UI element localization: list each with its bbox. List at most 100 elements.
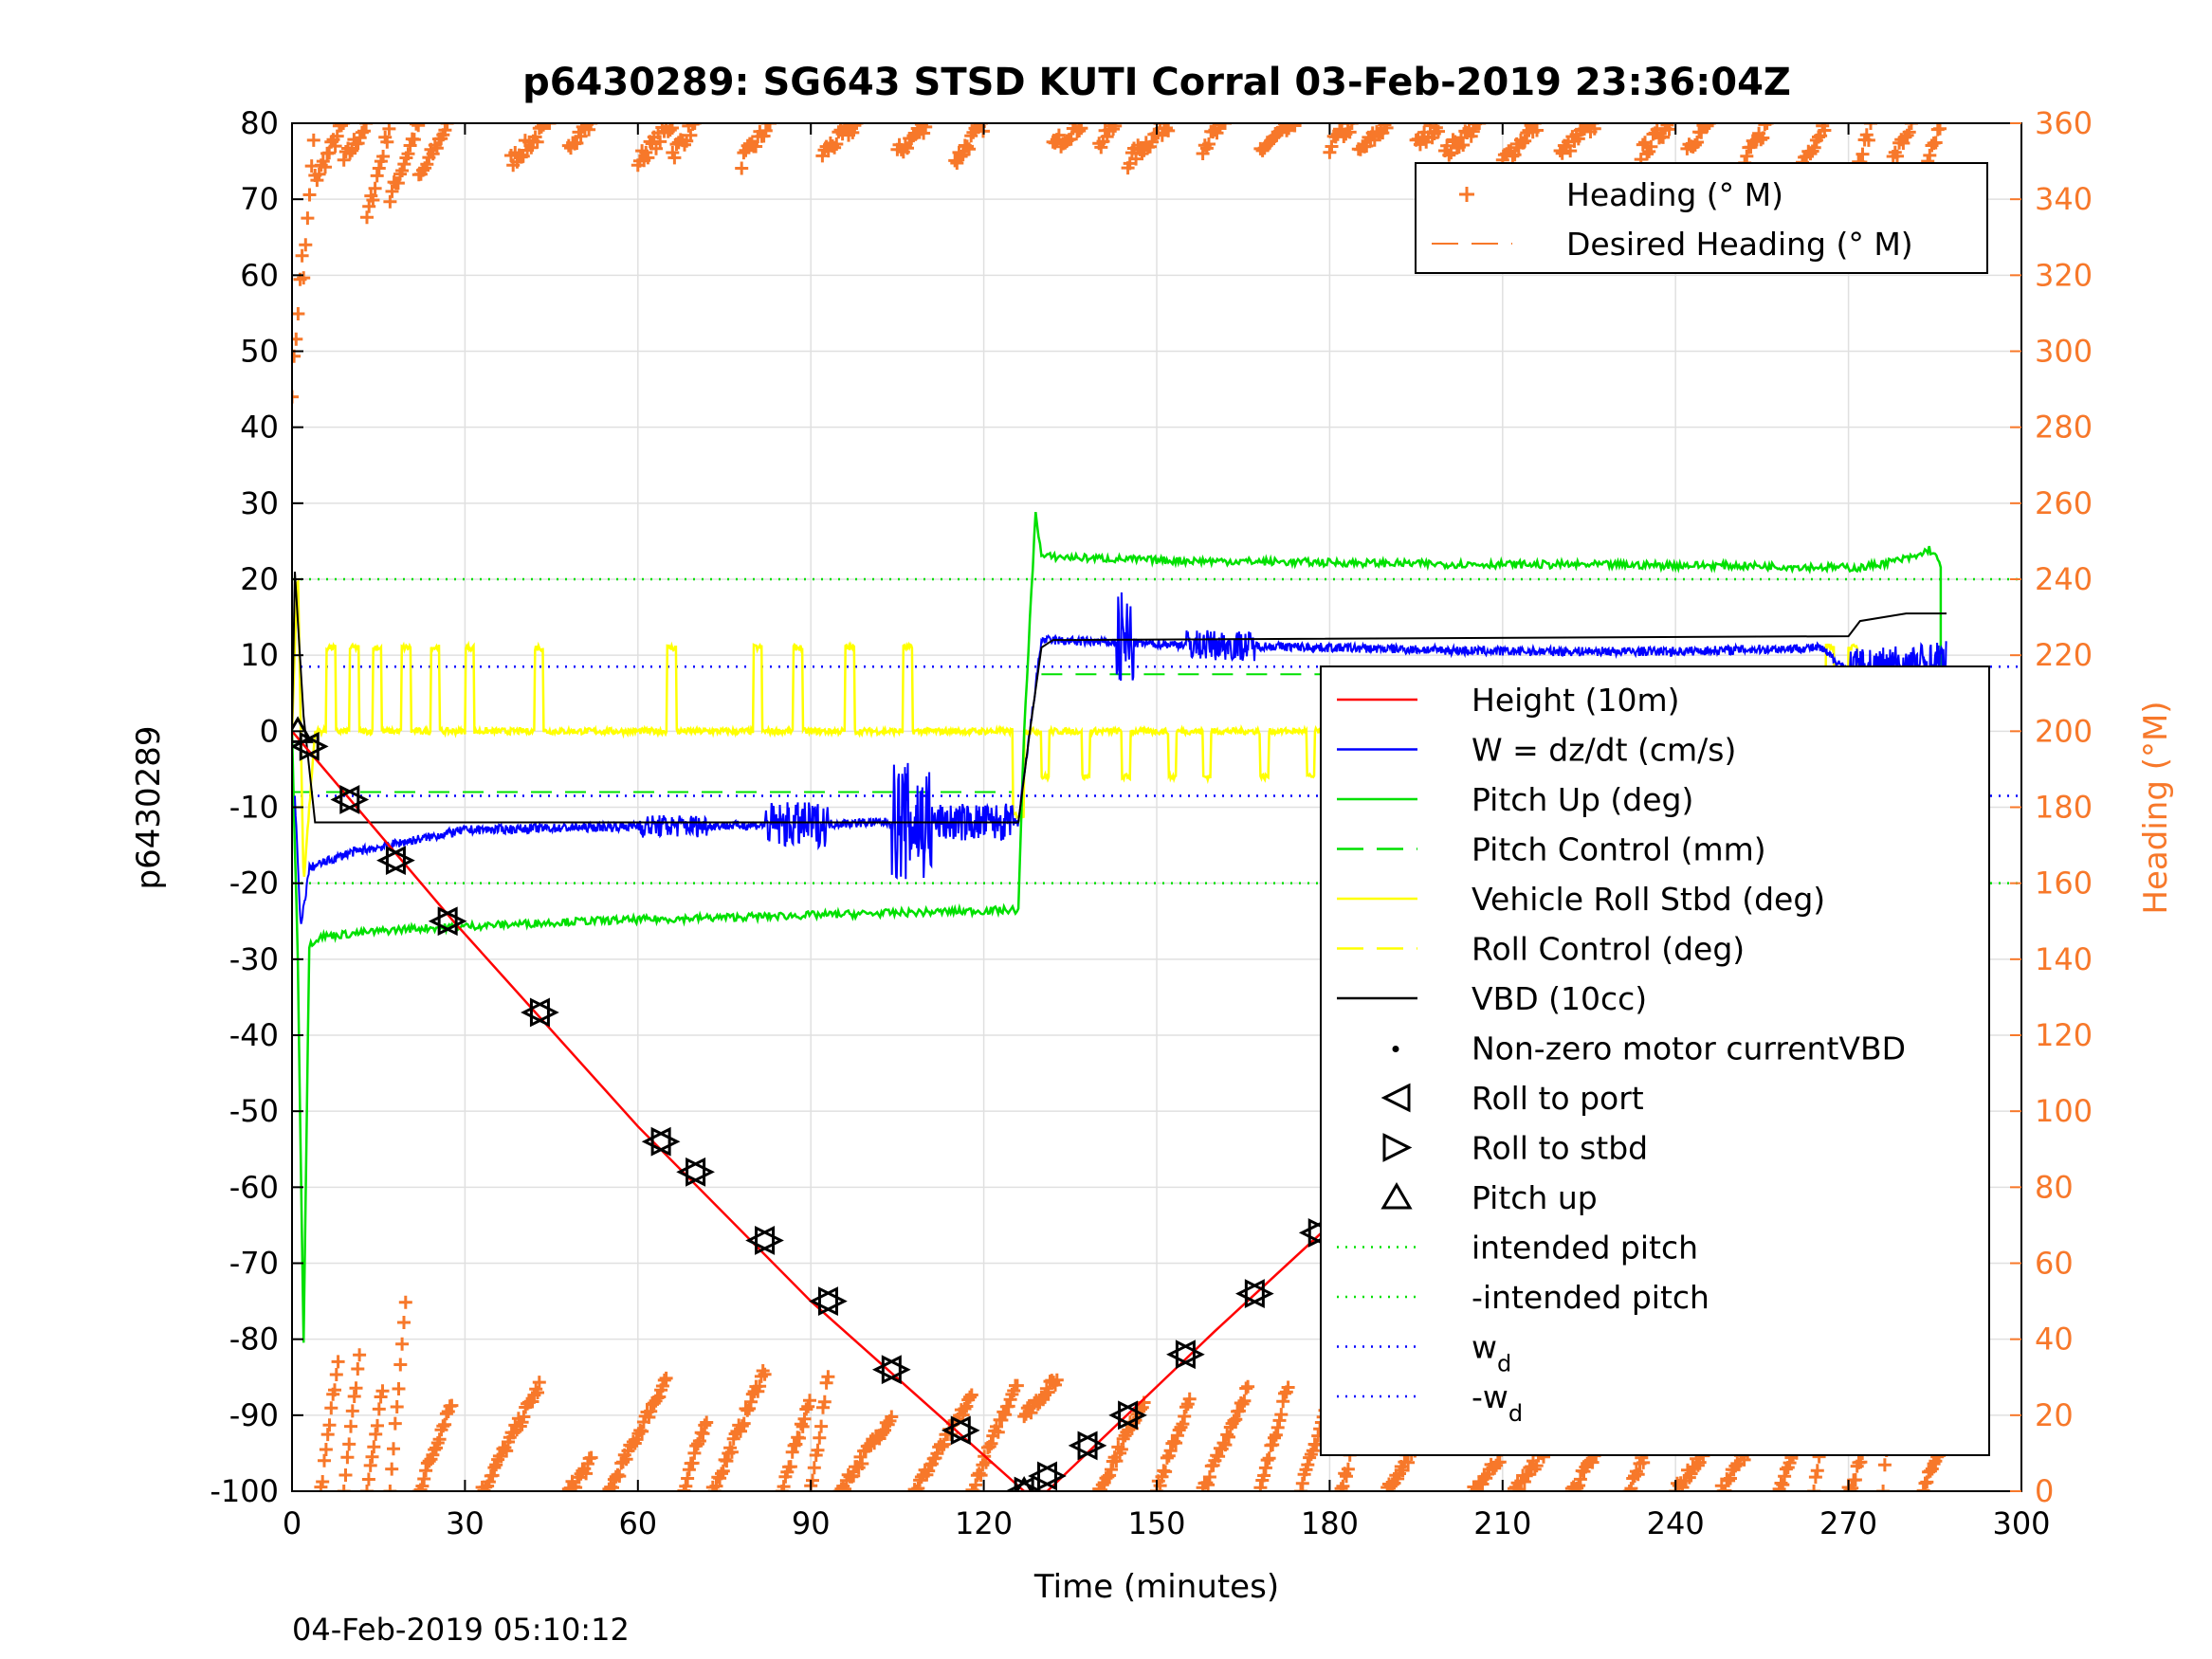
legend-label: intended pitch bbox=[1472, 1230, 1698, 1267]
roll-stbd-marker bbox=[755, 1226, 784, 1255]
roll-port-marker bbox=[1235, 1279, 1265, 1308]
y-tick-label: 30 bbox=[240, 485, 279, 521]
legend-label: Pitch up bbox=[1472, 1179, 1598, 1216]
y-tick-label: -30 bbox=[229, 941, 279, 977]
y2-tick-label: 180 bbox=[2035, 790, 2093, 826]
series-pitch-up bbox=[292, 511, 1943, 1343]
roll-port-marker bbox=[1108, 1400, 1139, 1431]
roll-stbd-marker bbox=[1175, 1340, 1205, 1370]
roll-stbd-marker bbox=[437, 906, 467, 937]
legend-heading: Heading (° M) Desired Heading (° M) bbox=[1415, 162, 1988, 274]
legend-label: Height (10m) bbox=[1472, 682, 1679, 719]
legend-heading-marker bbox=[1459, 187, 1474, 202]
y-axis-right: 3603403203002802602402202001801601401201… bbox=[2010, 105, 2093, 1509]
y-tick-label: 50 bbox=[240, 334, 279, 370]
roll-stbd-marker bbox=[529, 997, 559, 1028]
roll-port-marker bbox=[676, 1157, 706, 1187]
x-tick-label: 0 bbox=[283, 1505, 302, 1541]
y2-tick-label: 300 bbox=[2035, 334, 2093, 370]
roll-port-marker bbox=[941, 1415, 971, 1446]
y2-tick-label: 200 bbox=[2035, 713, 2093, 749]
roll-port-marker bbox=[871, 1355, 902, 1385]
x-tick-label: 300 bbox=[1992, 1505, 2050, 1541]
y-tick-label: -50 bbox=[229, 1093, 279, 1129]
y2-tick-label: 20 bbox=[2035, 1397, 2074, 1433]
y-axis-label: p6430289 bbox=[130, 725, 168, 889]
legend-label: Roll to port bbox=[1472, 1080, 1644, 1117]
pitch-up-marker bbox=[292, 716, 314, 743]
y2-tick-label: 260 bbox=[2035, 485, 2093, 521]
legend-heading-box bbox=[1415, 162, 1988, 274]
timestamp-footer: 04-Feb-2019 05:10:12 bbox=[292, 1612, 630, 1648]
y2-tick-label: 140 bbox=[2035, 941, 2093, 977]
x-axis-label: Time (minutes) bbox=[1033, 1568, 1279, 1606]
roll-stbd-marker bbox=[1244, 1279, 1274, 1308]
roll-stbd-marker bbox=[299, 731, 329, 761]
x-tick-label: 150 bbox=[1127, 1505, 1185, 1541]
roll-port-marker bbox=[521, 997, 550, 1028]
legend-dot-marker bbox=[1392, 1046, 1399, 1052]
roll-port-marker bbox=[376, 846, 406, 876]
x-tick-label: 30 bbox=[446, 1505, 484, 1541]
y-tick-label: 70 bbox=[240, 181, 279, 217]
y-tick-label: -90 bbox=[229, 1397, 279, 1433]
y-tick-label: -70 bbox=[229, 1246, 279, 1282]
roll-stbd-marker bbox=[385, 846, 415, 876]
y2-tick-label: 360 bbox=[2035, 105, 2093, 141]
roll-stbd-marker bbox=[686, 1157, 715, 1187]
roll-port-marker bbox=[745, 1226, 776, 1255]
legend-label: Pitch Control (mm) bbox=[1472, 831, 1766, 868]
y2-tick-label: 40 bbox=[2035, 1322, 2074, 1358]
legend-roll-stbd-marker bbox=[1382, 1133, 1413, 1162]
legend-heading-label: Heading (° M) bbox=[1566, 176, 1783, 213]
y2-tick-label: 160 bbox=[2035, 866, 2093, 902]
legend-label: W = dz/dt (cm/s) bbox=[1472, 732, 1736, 769]
roll-stbd-marker bbox=[881, 1355, 911, 1385]
y-tick-label: 80 bbox=[240, 105, 279, 141]
y-tick-label: 40 bbox=[240, 410, 279, 446]
x-tick-label: 270 bbox=[1819, 1505, 1877, 1541]
roll-stbd-marker bbox=[1118, 1400, 1147, 1431]
x-tick-label: 210 bbox=[1473, 1505, 1531, 1541]
x-tick-label: 120 bbox=[955, 1505, 1013, 1541]
y2-tick-label: 60 bbox=[2035, 1246, 2074, 1282]
legend-label: Roll to stbd bbox=[1472, 1130, 1648, 1167]
y-tick-label: -10 bbox=[229, 790, 279, 826]
y2-tick-label: 240 bbox=[2035, 561, 2093, 597]
y-tick-label: -60 bbox=[229, 1169, 279, 1205]
x-tick-label: 60 bbox=[618, 1505, 657, 1541]
chart-title: p6430289: SG643 STSD KUTI Corral 03-Feb-… bbox=[522, 61, 1791, 104]
y-tick-label: -80 bbox=[229, 1322, 279, 1358]
series-w bbox=[294, 592, 1947, 924]
y2-axis-label: Heading (°M) bbox=[2137, 701, 2175, 914]
y2-tick-label: 220 bbox=[2035, 637, 2093, 673]
legend-label: Non-zero motor currentVBD bbox=[1472, 1030, 1906, 1067]
roll-stbd-marker bbox=[950, 1415, 980, 1446]
legend-heading-label: Desired Heading (° M) bbox=[1566, 226, 1913, 263]
y2-tick-label: 0 bbox=[2035, 1473, 2054, 1509]
y2-tick-label: 120 bbox=[2035, 1017, 2093, 1053]
roll-port-marker bbox=[1068, 1431, 1098, 1461]
y-axis-left: 80 70 60 50 40 30 20 10 0 -10 -20 -30 -40 -50 -60 -70 -8… bbox=[210, 105, 303, 1509]
y-tick-label: 60 bbox=[240, 257, 279, 293]
legend-label: VBD (10cc) bbox=[1472, 980, 1647, 1017]
roll-port-marker bbox=[641, 1126, 671, 1157]
y2-tick-label: 80 bbox=[2035, 1169, 2074, 1205]
y2-tick-label: 320 bbox=[2035, 257, 2093, 293]
roll-port-marker bbox=[1028, 1461, 1057, 1491]
legend-label: Pitch Up (deg) bbox=[1472, 781, 1693, 818]
legend-main: Height (10m) W = dz/dt (cm/s) Pitch Up (de… bbox=[1320, 665, 1990, 1456]
y2-tick-label: 280 bbox=[2035, 410, 2093, 446]
legend-roll-port-marker bbox=[1380, 1083, 1411, 1113]
series-vbd bbox=[292, 571, 1947, 824]
roll-stbd-marker bbox=[650, 1126, 681, 1157]
roll-stbd-marker bbox=[817, 1286, 848, 1317]
y-tick-label: -40 bbox=[229, 1017, 279, 1053]
legend-label: Roll Control (deg) bbox=[1472, 931, 1745, 968]
y2-tick-label: 100 bbox=[2035, 1093, 2093, 1129]
legend-main-box bbox=[1320, 665, 1990, 1456]
legend-label: Vehicle Roll Stbd (deg) bbox=[1472, 881, 1825, 918]
y-tick-label: 0 bbox=[260, 713, 279, 749]
y-tick-label: 10 bbox=[240, 637, 279, 673]
